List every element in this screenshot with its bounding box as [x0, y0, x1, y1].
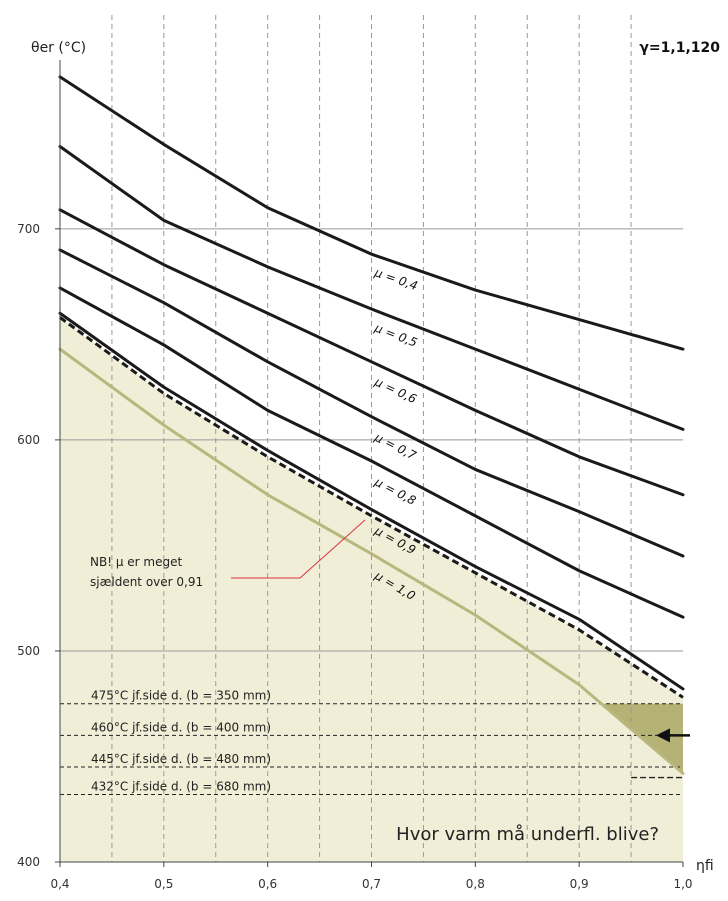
- series-line: [58, 311, 685, 691]
- y-tick-label: 600: [17, 433, 40, 447]
- series-line: [58, 347, 685, 775]
- x-tick-label: 0,8: [466, 877, 485, 891]
- series-line: [58, 208, 685, 497]
- note-line-1: NB! μ er meget: [90, 555, 182, 569]
- question-text: Hvor varm må underfl. blive?: [396, 824, 659, 845]
- series-layer: [58, 75, 685, 775]
- gamma-label: γ=1,1,120: [639, 40, 720, 56]
- y-tick-label: 700: [17, 222, 40, 236]
- note-pointer: [231, 519, 366, 579]
- reference-label: 475°C jf.side d. (b = 350 mm): [91, 689, 271, 703]
- series-label: μ = 0,7: [372, 430, 419, 463]
- series-line: [58, 75, 685, 351]
- y-tick-label: 400: [17, 855, 40, 869]
- series-line: [58, 145, 685, 431]
- reference-label: 460°C jf.side d. (b = 400 mm): [91, 720, 271, 734]
- reference-lines-layer: [60, 703, 683, 795]
- x-tick-label: 0,7: [362, 877, 381, 891]
- x-tick-label: 0,5: [154, 877, 173, 891]
- series-line-dashed: [59, 316, 684, 699]
- y-tick-label: 500: [17, 644, 40, 658]
- reference-label: 445°C jf.side d. (b = 480 mm): [91, 752, 271, 766]
- x-tick-label: 0,9: [570, 877, 589, 891]
- grid-layer: [60, 15, 683, 862]
- note-line-2: sjældent over 0,91: [90, 575, 203, 589]
- y-axis-title: θer (°C): [31, 40, 86, 56]
- arrow-head: [656, 728, 670, 743]
- series-line: [58, 248, 685, 558]
- x-axis-title: ηfi: [696, 858, 714, 874]
- x-tick-label: 0,4: [50, 877, 69, 891]
- safe-zone-fill: [60, 317, 683, 862]
- reference-label: 432°C jf.side d. (b = 680 mm): [91, 779, 271, 793]
- x-tick-label: 1,0: [673, 877, 692, 891]
- x-tick-label: 0,6: [258, 877, 277, 891]
- axis-layer: 0,4 0,5 0,6 0,7 0,8 0,9 1,0 400 500 600 700: [17, 60, 693, 891]
- series-line: [58, 286, 685, 619]
- series-label: μ = 0,8: [372, 474, 419, 508]
